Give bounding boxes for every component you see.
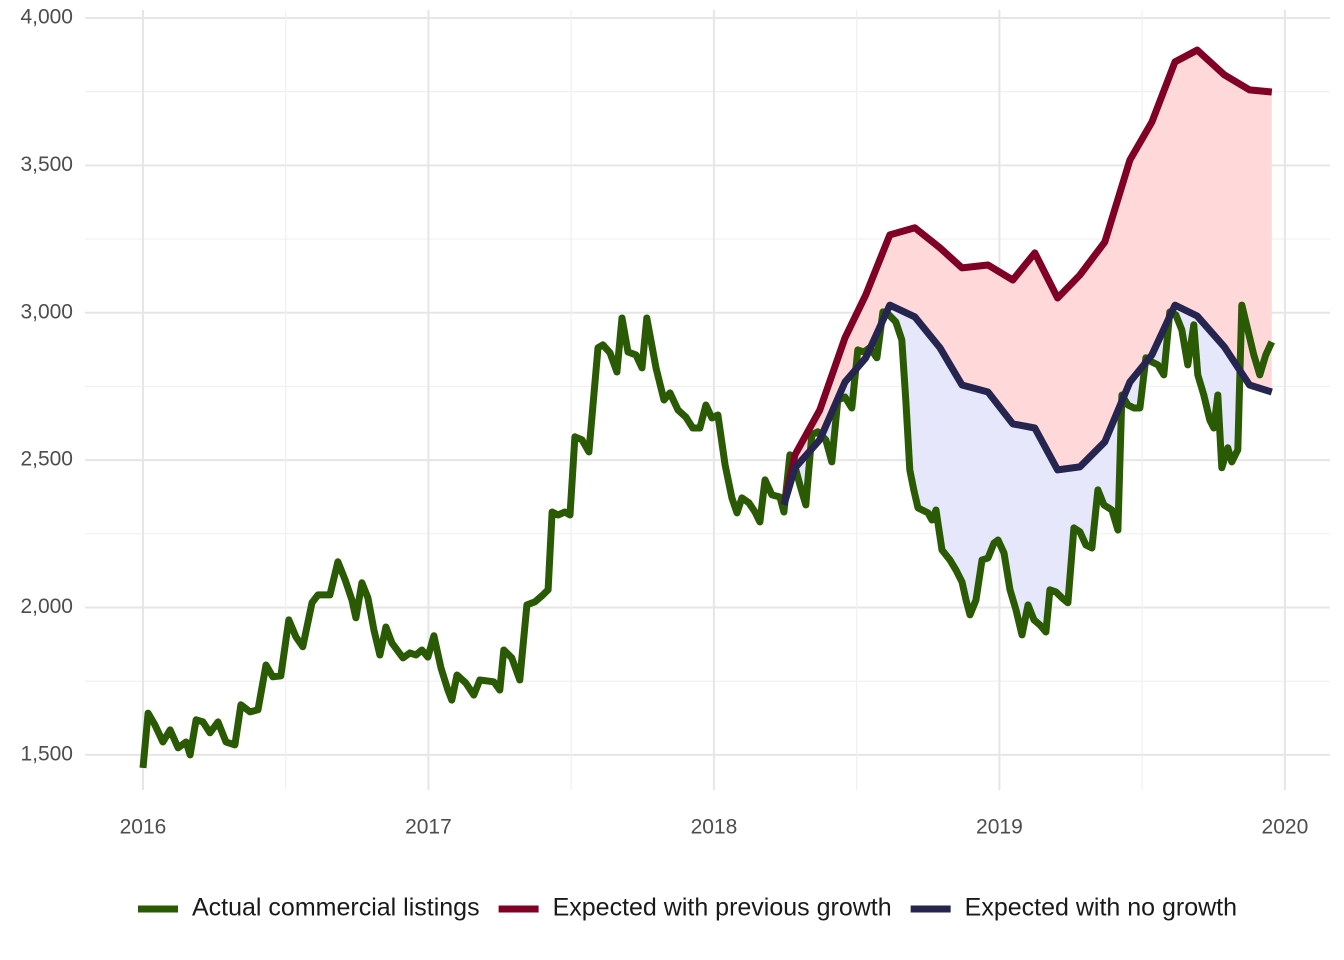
y-tick-label: 2,500 [20, 448, 73, 471]
legend-label: Actual commercial listings [192, 894, 480, 922]
x-tick-label: 2016 [120, 816, 167, 839]
series-line [139, 301, 1275, 769]
y-tick-label: 3,500 [20, 153, 73, 176]
y-tick-label: 3,000 [20, 300, 73, 323]
x-tick-label: 2017 [405, 816, 452, 839]
series-line [780, 46, 1273, 506]
x-tick-label: 2019 [976, 816, 1023, 839]
legend-label: Expected with previous growth [553, 894, 892, 922]
growth-gap-area [783, 50, 1272, 505]
lines [139, 46, 1275, 769]
y-tick-label: 4,000 [20, 6, 73, 29]
x-tick-label: 2020 [1262, 816, 1309, 839]
series-line [780, 301, 1273, 506]
legend-label: Expected with no growth [965, 894, 1237, 922]
axes: 1,500 2,000 2,500 3,000 3,500 4,000 2016 2017 20… [20, 6, 1308, 839]
y-tick-label: 1,500 [20, 742, 73, 765]
y-tick-label: 2,000 [20, 595, 73, 618]
x-tick-label: 2018 [691, 816, 738, 839]
legend: Actual commercial listings Expected with … [138, 894, 1237, 922]
